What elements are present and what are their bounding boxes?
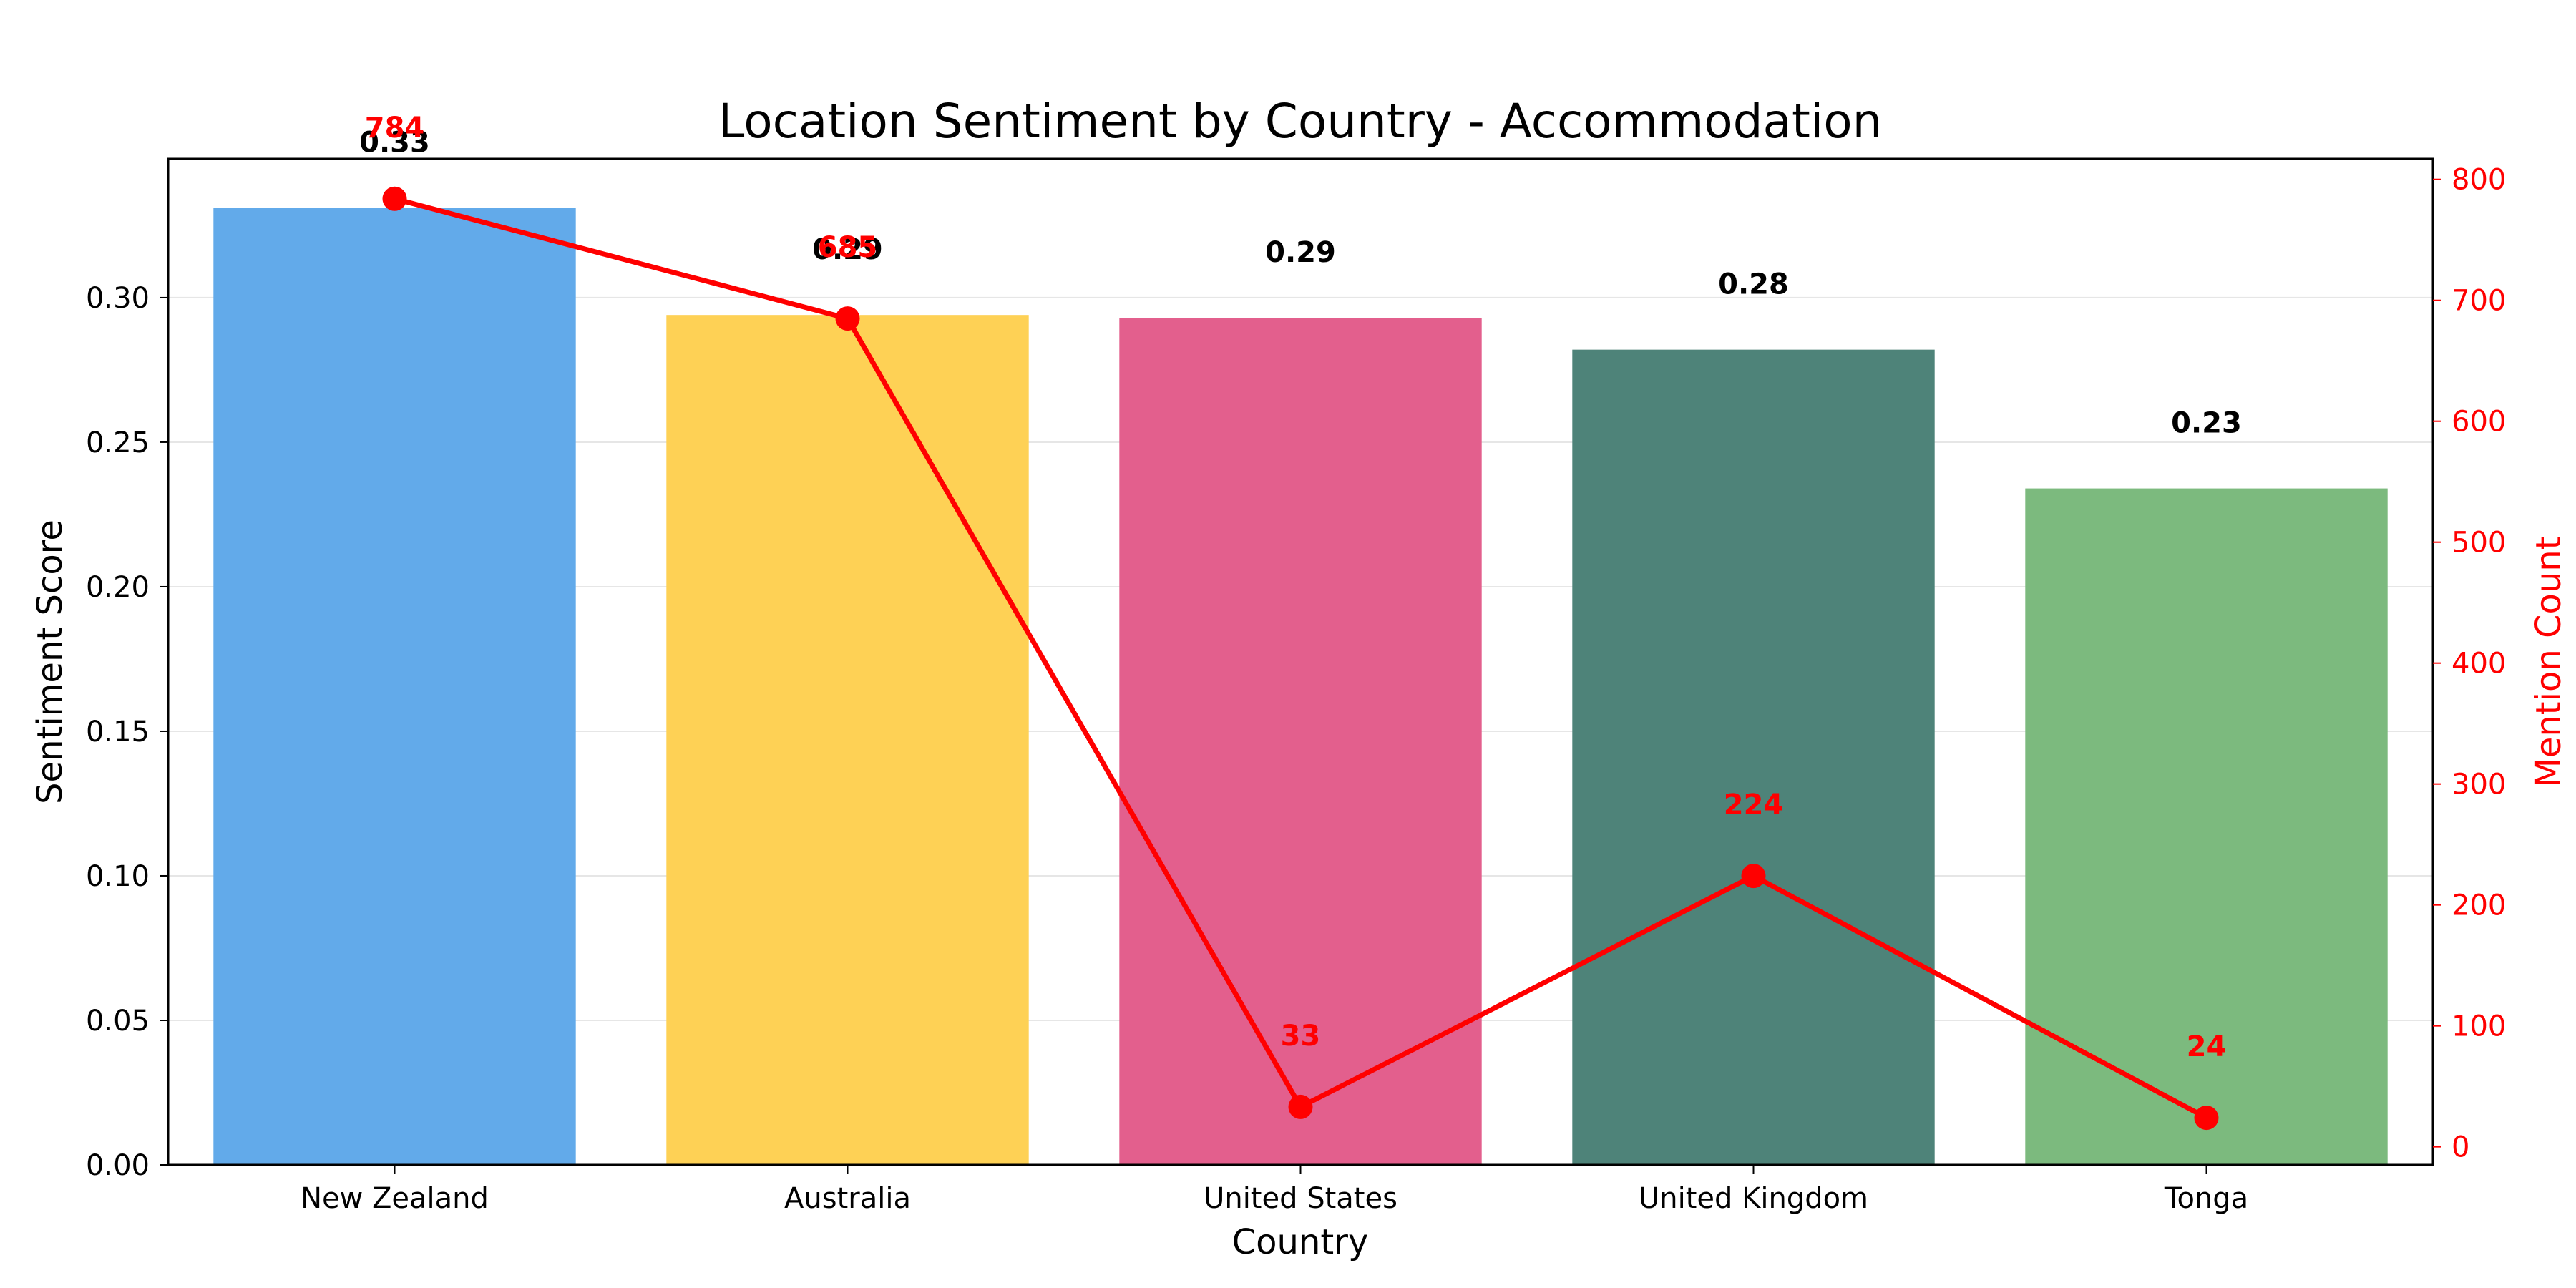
y2-tick-label: 800 xyxy=(2451,164,2506,197)
y-tick-label: 0.10 xyxy=(86,860,150,893)
y-axis-title: Sentiment Score xyxy=(30,519,70,804)
x-axis-title: Country xyxy=(1232,1222,1369,1262)
mention-value-label: 33 xyxy=(1281,1020,1321,1053)
bar-value-label: 0.23 xyxy=(2171,407,2242,440)
ticks: 0.00 0.05 0.10 0.15 0.20 0.25 0.30 0 100 200 300 40… xyxy=(86,164,2506,1215)
bar xyxy=(666,315,1029,1166)
mention-point xyxy=(2194,1106,2219,1131)
y2-axis-title: Mention Count xyxy=(2529,536,2569,787)
mention-line xyxy=(382,186,2219,1131)
y-tick-label: 0.05 xyxy=(86,1005,150,1038)
y2-tick-label: 600 xyxy=(2451,406,2506,439)
y-tick-label: 0.30 xyxy=(86,282,150,315)
y-tick-label: 0.25 xyxy=(86,426,150,459)
mention-point xyxy=(382,186,407,211)
bar xyxy=(213,208,576,1166)
mention-value-label: 24 xyxy=(2187,1030,2227,1063)
y2-tick-label: 500 xyxy=(2451,527,2506,560)
x-tick-label: New Zealand xyxy=(301,1182,489,1215)
bar-value-label: 0.29 xyxy=(1265,236,1336,269)
bar xyxy=(1572,349,1935,1166)
y-tick-label: 0.15 xyxy=(86,716,150,748)
y2-tick-label: 100 xyxy=(2451,1010,2506,1043)
y2-tick-label: 300 xyxy=(2451,769,2506,801)
x-tick-label: United States xyxy=(1204,1182,1397,1215)
data-labels: 0.33 0.29 0.29 0.28 0.23 784 685 33 224 24 xyxy=(359,112,2242,1063)
y2-tick-label: 200 xyxy=(2451,889,2506,922)
mention-value-label: 784 xyxy=(365,112,425,145)
mention-point xyxy=(1741,864,1766,889)
x-tick-label: Tonga xyxy=(2164,1182,2248,1215)
bar xyxy=(1119,318,1482,1165)
y-tick-label: 0.20 xyxy=(86,571,150,604)
y2-tick-label: 0 xyxy=(2451,1131,2469,1164)
chart-title: Location Sentiment by Country - Accommod… xyxy=(718,94,1883,149)
y2-tick-label: 400 xyxy=(2451,648,2506,680)
bar-value-label: 0.29 xyxy=(812,233,883,266)
mention-value-label: 224 xyxy=(1724,789,1784,821)
mention-point xyxy=(835,306,860,331)
y2-tick-label: 700 xyxy=(2451,285,2506,318)
y-tick-label: 0.00 xyxy=(86,1149,150,1182)
bar-value-label: 0.28 xyxy=(1718,268,1789,301)
mention-point xyxy=(1288,1094,1313,1119)
bar-value-label: 0.33 xyxy=(359,127,430,160)
mention-value-label: 685 xyxy=(818,231,878,264)
x-tick-label: Australia xyxy=(784,1182,911,1215)
bar xyxy=(2025,488,2388,1165)
x-tick-label: United Kingdom xyxy=(1639,1182,1868,1215)
